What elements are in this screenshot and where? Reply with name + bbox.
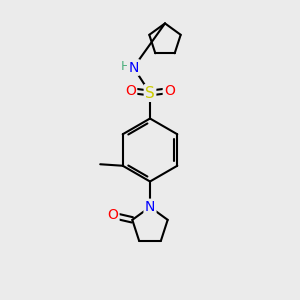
Text: O: O — [125, 84, 136, 98]
Text: N: N — [128, 61, 139, 74]
Text: N: N — [145, 200, 155, 214]
Text: O: O — [164, 84, 175, 98]
Text: H: H — [120, 59, 130, 73]
Text: S: S — [145, 85, 155, 100]
Text: O: O — [107, 208, 118, 222]
